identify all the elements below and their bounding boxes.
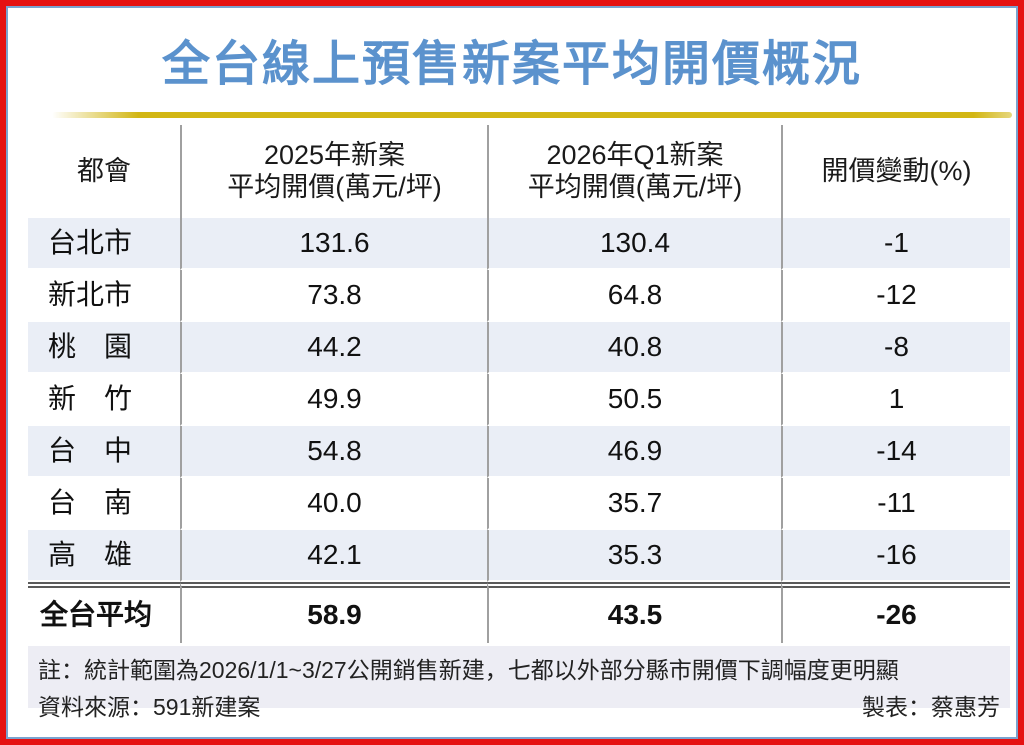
column-header-metro: 都會 xyxy=(28,125,180,218)
column-header-label: 平均開價(萬元/坪) xyxy=(527,171,743,202)
table-row-value-2025: 73.8 xyxy=(180,270,487,322)
table-row-value-2025: 49.9 xyxy=(180,374,487,426)
table-row-value-2026q1: 35.3 xyxy=(487,530,781,582)
column-header-label: 開價變動(%) xyxy=(821,155,972,186)
total-row-label: 全台平均 xyxy=(28,582,180,643)
table-row-city: 高 雄 xyxy=(28,530,180,582)
table-row-value-2025: 42.1 xyxy=(180,530,487,582)
title-underline-rule xyxy=(52,112,1012,118)
table-row-change: -16 xyxy=(781,530,1010,582)
column-header-change: 開價變動(%) xyxy=(781,125,1010,218)
footnote-text: 註：統計範圍為2026/1/1~3/27公開銷售新建，七都以外部分縣市開價下調幅… xyxy=(38,657,899,683)
table-row-change: -1 xyxy=(781,218,1010,270)
table-row-value-2025: 131.6 xyxy=(180,218,487,270)
table-row-value-2025: 44.2 xyxy=(180,322,487,374)
table-row-change: -14 xyxy=(781,426,1010,478)
column-header-label: 2025年新案 xyxy=(263,140,406,171)
table-row-change: -11 xyxy=(781,478,1010,530)
table-row-change: 1 xyxy=(781,374,1010,426)
table-row-change: -12 xyxy=(781,270,1010,322)
column-header-label: 2026年Q1新案 xyxy=(546,140,724,171)
table-row-value-2026q1: 50.5 xyxy=(487,374,781,426)
table-row-value-2025: 40.0 xyxy=(180,478,487,530)
data-source-text: 資料來源：591新建案 xyxy=(38,694,261,720)
column-header-label: 都會 xyxy=(77,155,131,186)
table-row-city: 桃 園 xyxy=(28,322,180,374)
table-row-city: 台 南 xyxy=(28,478,180,530)
table-row-city: 新北市 xyxy=(28,270,180,322)
table-row-value-2026q1: 35.7 xyxy=(487,478,781,530)
table-row-city: 新 竹 xyxy=(28,374,180,426)
footer-note-block: 註：統計範圍為2026/1/1~3/27公開銷售新建，七都以外部分縣市開價下調幅… xyxy=(28,646,1010,720)
page-title: 全台線上預售新案平均開價概況 xyxy=(161,38,862,91)
column-header-2026q1-price: 2026年Q1新案 平均開價(萬元/坪) xyxy=(487,125,781,218)
pricing-table: 都會 2025年新案 平均開價(萬元/坪) 2026年Q1新案 平均開價(萬元/… xyxy=(28,125,1010,643)
table-row-city: 台 中 xyxy=(28,426,180,478)
table-row-value-2026q1: 130.4 xyxy=(487,218,781,270)
table-row-value-2025: 54.8 xyxy=(180,426,487,478)
table-row-value-2026q1: 40.8 xyxy=(487,322,781,374)
table-row-change: -8 xyxy=(781,322,1010,374)
credit-text: 製表：蔡惠芳 xyxy=(862,694,1000,720)
table-row-value-2026q1: 46.9 xyxy=(487,426,781,478)
table-row-city: 台北市 xyxy=(28,218,180,270)
total-row-value-2026q1: 43.5 xyxy=(487,582,781,643)
total-row-value-2025: 58.9 xyxy=(180,582,487,643)
column-header-label: 平均開價(萬元/坪) xyxy=(227,171,442,202)
column-header-2025-price: 2025年新案 平均開價(萬元/坪) xyxy=(180,125,487,218)
total-row-change: -26 xyxy=(781,582,1010,643)
table-row-value-2026q1: 64.8 xyxy=(487,270,781,322)
